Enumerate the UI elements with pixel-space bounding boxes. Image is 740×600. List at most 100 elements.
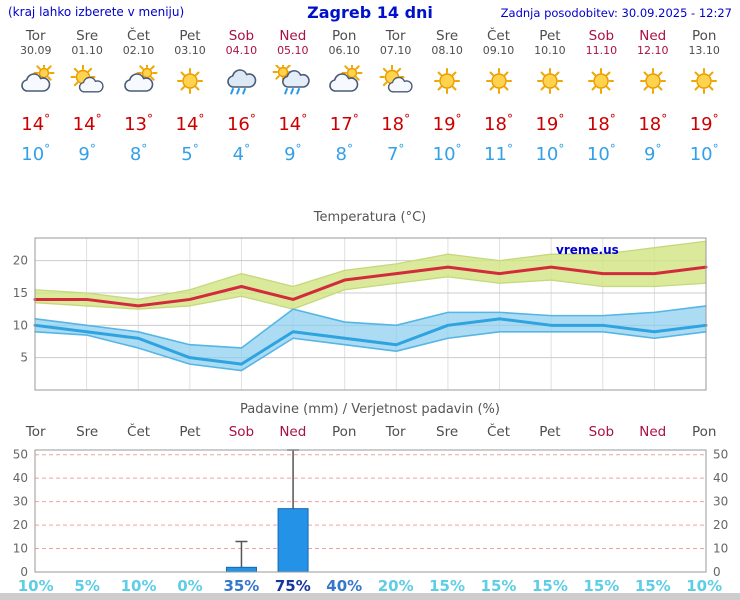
day-column-tor-07.10: Tor 07.10 18° 7° [370, 28, 421, 167]
precip-day-label: Pet [179, 424, 201, 440]
tmin-value: 11° [484, 142, 513, 165]
temperature-chart-title: Temperatura (°C) [313, 210, 427, 225]
day-column-ned-12.10: Ned 12.10 18° 9° [627, 28, 678, 167]
tmax-value: 14° [72, 112, 102, 135]
day-name: Sob [228, 28, 255, 44]
day-name: Tor [385, 28, 406, 44]
day-name: Čet [486, 28, 511, 44]
svg-text:40: 40 [713, 471, 728, 485]
day-name: Čet [127, 28, 151, 44]
svg-text:10: 10 [713, 542, 728, 556]
precip-day-label: Pon [691, 424, 717, 440]
precip-chart: 0 0 10 10 20 20 30 30 40 40 50 50 [13, 448, 729, 578]
partly-cloudy-icon [70, 64, 104, 93]
svg-text:20: 20 [13, 518, 28, 532]
precip-probability: 15% [429, 577, 466, 595]
precip-day-label: Čet [127, 424, 151, 440]
svg-text:30: 30 [713, 495, 728, 509]
tmax-value: 14° [278, 112, 308, 135]
tmax-value: 18° [586, 112, 616, 135]
precip-probability-row: 10% 5% 10% 0% 35% 75% 40% 20% 15% 15% 15% 15% 15% 10% [10, 577, 730, 595]
weather-icon-slot [478, 65, 520, 97]
day-date: 03.10 [174, 44, 206, 57]
precip-day-label: Ned [279, 424, 307, 440]
partly-cloudy-icon [379, 64, 413, 93]
tmax-value: 19° [432, 112, 462, 135]
day-column-ned-05.10: Ned 05.10 14° 9° [267, 28, 318, 167]
day-name: Pon [691, 28, 717, 44]
tmin-value: 10° [586, 142, 616, 165]
day-column-sob-04.10: Sob 04.10 16° 4° [216, 28, 267, 167]
day-column-pon-13.10: Pon 13.10 19° 10° [678, 28, 729, 167]
precip-day-label: Čet [486, 424, 511, 440]
location-menu-hint[interactable]: (kraj lahko izberete v meniju) [8, 5, 185, 19]
day-column-pet-03.10: Pet 03.10 14° 5° [164, 28, 215, 167]
weather-icon-slot [220, 65, 262, 97]
tmax-value: 16° [226, 112, 256, 135]
sun-icon [691, 68, 718, 94]
weather-icon-slot [632, 65, 674, 97]
precip-probability: 0% [177, 577, 203, 595]
page-title: Zagreb 14 dni [307, 3, 433, 22]
tmin-value: 9° [78, 142, 96, 165]
weather-icon-slot [323, 62, 365, 97]
day-name: Ned [639, 28, 667, 44]
day-date: 02.10 [122, 44, 155, 57]
weather-icon-slot [66, 64, 108, 97]
precip-probability: 15% [531, 577, 568, 595]
precip-day-label: Sob [588, 424, 615, 440]
precip-day-label: Sre [76, 424, 99, 440]
tmin-value: 8° [129, 142, 148, 165]
precip-probability: 75% [274, 577, 311, 595]
day-column-čet-02.10: Čet 02.10 13° 8° [113, 28, 164, 167]
rain-icon [227, 69, 257, 95]
svg-text:15: 15 [13, 286, 28, 300]
rain-sun-icon [272, 61, 310, 95]
precip-probability: 15% [480, 577, 517, 595]
tmin-value: 10° [535, 142, 565, 165]
precip-day-label: Ned [639, 424, 667, 440]
precip-probability: 15% [634, 577, 671, 595]
sun-icon [536, 68, 563, 94]
day-name: Pon [332, 28, 357, 44]
svg-text:0: 0 [20, 565, 28, 578]
tmin-value: 4° [232, 142, 251, 165]
day-date: 06.10 [328, 44, 360, 57]
weather-icon-slot [580, 65, 622, 97]
tmax-value: 19° [689, 112, 719, 135]
tmax-value: 13° [124, 112, 153, 135]
day-date: 04.10 [225, 44, 258, 57]
mostly-cloudy-icon [20, 62, 55, 92]
day-column-pet-10.10: Pet 10.10 19° 10° [524, 28, 575, 167]
tmin-lower-edge [34, 330, 707, 372]
precip-probability: 20% [377, 577, 414, 595]
day-name: Tor [25, 28, 46, 44]
precip-bar [225, 566, 257, 573]
precip-probability: 35% [223, 577, 260, 595]
day-date: 08.10 [431, 44, 463, 57]
day-name: Pet [179, 28, 201, 44]
tmax-value: 14° [175, 112, 205, 135]
svg-text:50: 50 [713, 448, 728, 462]
day-name: Sob [588, 28, 615, 44]
precip-day-label: Pet [539, 424, 561, 440]
day-column-sre-01.10: Sre 01.10 14° 9° [61, 28, 112, 167]
precip-day-label: Tor [25, 424, 46, 440]
precip-day-label: Pon [332, 424, 357, 440]
last-updated-text: Zadnja posodobitev: 30.09.2025 - 12:27 [500, 6, 732, 20]
watermark: vreme.us [556, 243, 619, 257]
tmax-value: 18° [484, 112, 513, 135]
precip-day-label: Tor [385, 424, 406, 440]
horizontal-scrollbar[interactable] [0, 593, 740, 600]
sun-icon [434, 68, 461, 94]
precip-bar [277, 508, 309, 573]
precip-day-labels-row: Tor Sre Čet Pet Sob Ned Pon Tor Sre Čet Pet Sob Ned P… [10, 424, 730, 440]
day-name: Ned [279, 28, 307, 44]
day-column-tor-30.09: Tor 30.09 14° 10° [10, 28, 61, 167]
tmax-upper-edge [34, 240, 707, 301]
tmin-value: 10° [689, 142, 719, 165]
day-column-pon-06.10: Pon 06.10 17° 8° [319, 28, 370, 167]
tmin-value: 5° [181, 142, 199, 165]
svg-text:30: 30 [13, 495, 28, 509]
